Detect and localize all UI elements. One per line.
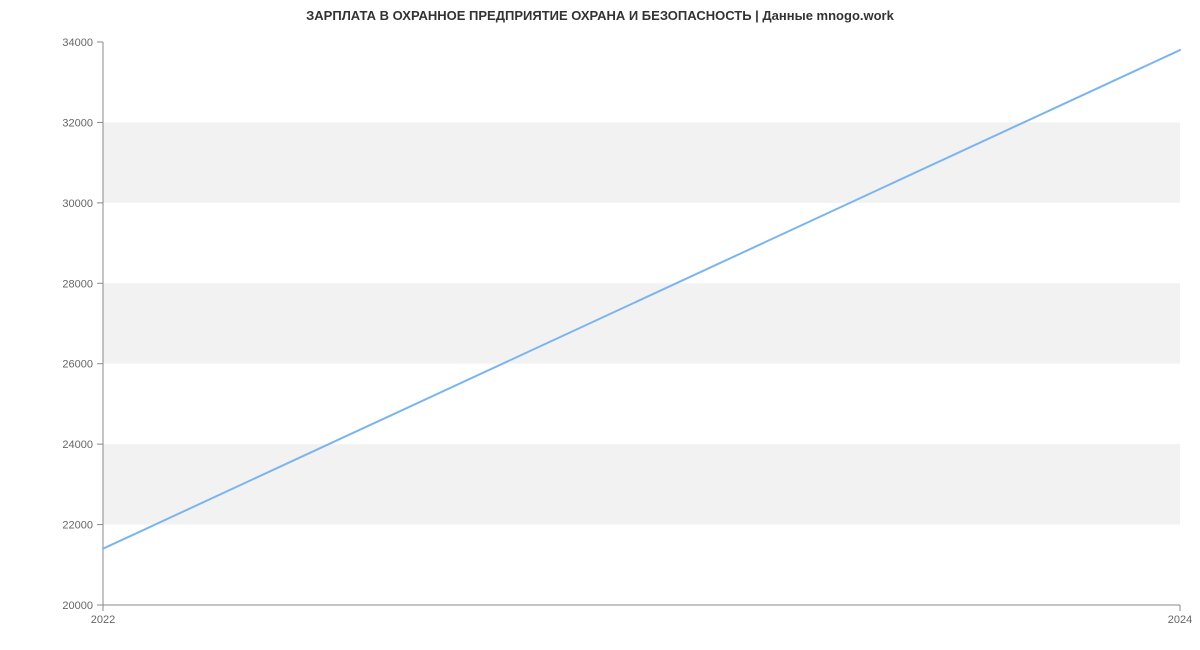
y-tick-label: 30000 — [62, 198, 93, 210]
grid-band — [103, 444, 1180, 524]
grid-band — [103, 122, 1180, 202]
grid-band — [103, 283, 1180, 363]
salary-chart: ЗАРПЛАТА В ОХРАННОЕ ПРЕДПРИЯТИЕ ОХРАНА И… — [0, 0, 1200, 650]
x-tick-label: 2022 — [91, 614, 115, 626]
x-tick-label: 2024 — [1168, 614, 1192, 626]
y-tick-label: 22000 — [62, 520, 93, 532]
y-tick-label: 24000 — [62, 439, 93, 451]
y-tick-label: 20000 — [62, 600, 93, 612]
y-tick-label: 34000 — [62, 37, 93, 49]
chart-svg: 20000 22000 24000 26000 28000 30000 32000 34000… — [0, 0, 1200, 650]
y-tick-label: 32000 — [62, 117, 93, 129]
y-tick-label: 26000 — [62, 359, 93, 371]
chart-title: ЗАРПЛАТА В ОХРАННОЕ ПРЕДПРИЯТИЕ ОХРАНА И… — [0, 8, 1200, 23]
y-tick-label: 28000 — [62, 278, 93, 290]
